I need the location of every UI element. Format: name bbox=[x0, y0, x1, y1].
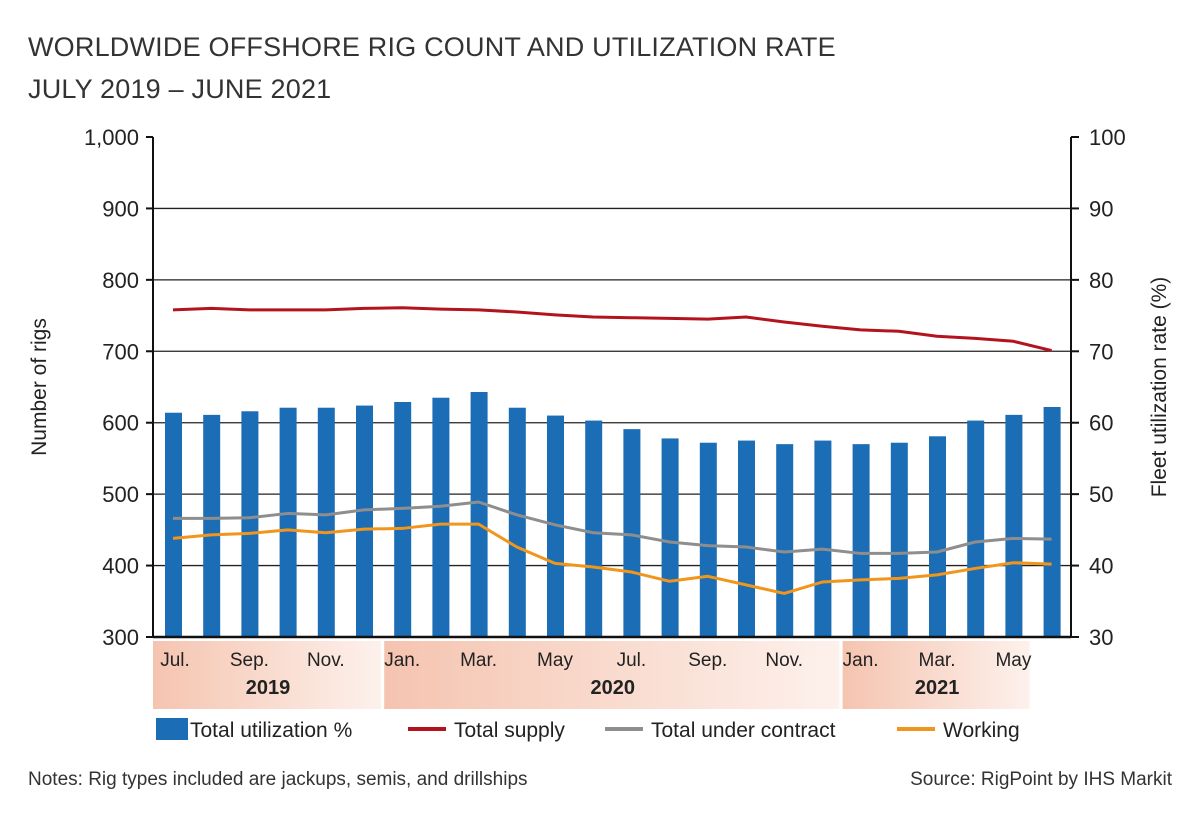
year-band bbox=[153, 641, 381, 709]
x-tick-label: Sep. bbox=[230, 650, 269, 671]
right-tick-label: 40 bbox=[1089, 554, 1113, 579]
year-band bbox=[842, 641, 1030, 709]
bar-utilization bbox=[165, 412, 182, 637]
x-tick-label: Nov. bbox=[765, 650, 803, 671]
x-tick-label: Jan. bbox=[843, 650, 879, 671]
bar-utilization bbox=[814, 440, 832, 637]
bar-utilization bbox=[623, 429, 641, 637]
right-tick-label: 70 bbox=[1089, 339, 1113, 364]
bar-utilization bbox=[394, 402, 412, 637]
right-tick-label: 90 bbox=[1089, 196, 1113, 221]
right-tick-label: 60 bbox=[1089, 411, 1113, 436]
bar-utilization bbox=[356, 405, 373, 637]
left-tick-label: 1,000 bbox=[84, 125, 139, 150]
x-tick-label: Sep. bbox=[688, 650, 727, 671]
bar-utilization bbox=[279, 407, 297, 637]
chart-title: WORLDWIDE OFFSHORE RIG COUNT AND UTILIZA… bbox=[28, 32, 836, 62]
year-label: 2019 bbox=[246, 677, 291, 699]
right-tick-label: 50 bbox=[1089, 482, 1113, 507]
legend-label: Total under contract bbox=[651, 719, 836, 742]
x-tick-label: May bbox=[537, 650, 573, 671]
bar-utilization bbox=[699, 442, 717, 637]
bar-utilization bbox=[470, 392, 488, 637]
bar-utilization bbox=[317, 407, 335, 637]
x-tick-label: Jul. bbox=[160, 650, 190, 671]
legend-label: Working bbox=[943, 719, 1020, 742]
year-band bbox=[384, 641, 840, 709]
x-tick-label: Mar. bbox=[919, 650, 956, 671]
line-total-supply bbox=[172, 306, 1052, 353]
legend-label: Total utilization % bbox=[190, 719, 352, 742]
right-tick-label: 80 bbox=[1089, 268, 1113, 293]
right-axis-title: Fleet utilization rate (%) bbox=[1148, 277, 1171, 498]
bar-utilization bbox=[241, 411, 259, 637]
bar-utilization bbox=[661, 438, 679, 637]
bar-utilization bbox=[967, 420, 985, 637]
legend-swatch bbox=[156, 718, 188, 740]
left-tick-label: 700 bbox=[102, 339, 139, 364]
bar-utilization bbox=[432, 397, 450, 637]
chart-subtitle: JULY 2019 – JUNE 2021 bbox=[28, 74, 332, 104]
left-axis-title: Number of rigs bbox=[28, 318, 51, 456]
x-tick-label: Jan. bbox=[384, 650, 420, 671]
year-label: 2021 bbox=[915, 677, 960, 699]
legend-label: Total supply bbox=[454, 719, 565, 742]
bar-utilization bbox=[508, 407, 526, 637]
right-tick-label: 100 bbox=[1089, 125, 1126, 150]
x-tick-label: Jul. bbox=[617, 650, 647, 671]
bar-utilization bbox=[929, 436, 946, 637]
bar-utilization bbox=[890, 442, 908, 637]
bar-utilization bbox=[203, 414, 221, 637]
line-working bbox=[172, 522, 1052, 595]
x-tick-label: May bbox=[995, 650, 1031, 671]
bar-utilization bbox=[852, 444, 870, 637]
year-label: 2020 bbox=[591, 677, 636, 699]
bar-utilization bbox=[1043, 407, 1061, 637]
right-tick-label: 30 bbox=[1089, 625, 1113, 650]
left-tick-label: 500 bbox=[102, 482, 139, 507]
bar-utilization bbox=[585, 420, 603, 637]
notes-text: Notes: Rig types included are jackups, s… bbox=[28, 769, 528, 790]
bar-utilization bbox=[1005, 414, 1023, 637]
left-tick-label: 800 bbox=[102, 268, 139, 293]
left-tick-label: 900 bbox=[102, 196, 139, 221]
left-tick-label: 400 bbox=[102, 554, 139, 579]
bar-utilization bbox=[776, 444, 794, 637]
x-tick-label: Mar. bbox=[460, 650, 497, 671]
left-tick-label: 300 bbox=[102, 625, 139, 650]
source-text: Source: RigPoint by IHS Markit bbox=[910, 769, 1172, 790]
left-tick-label: 600 bbox=[102, 411, 139, 436]
x-tick-label: Nov. bbox=[307, 650, 345, 671]
bar-utilization bbox=[738, 440, 755, 637]
line-total-under-contract bbox=[173, 500, 1052, 555]
